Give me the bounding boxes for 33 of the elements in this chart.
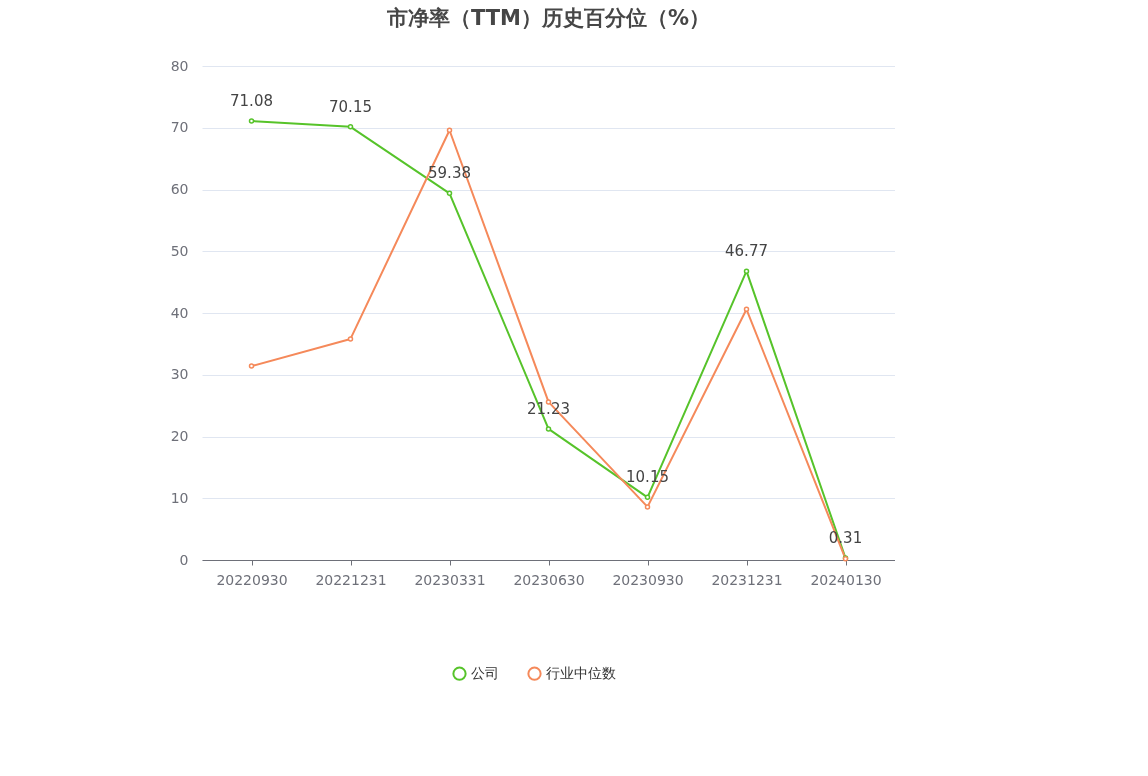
x-tick-label: 20220930 — [216, 571, 288, 588]
y-tick-label: 80 — [170, 57, 189, 74]
data-label: 71.08 — [230, 92, 273, 111]
legend-label: 公司 — [471, 664, 499, 681]
point — [347, 124, 354, 130]
x-tick-label: 20221231 — [315, 571, 387, 588]
point — [644, 504, 651, 510]
point — [644, 494, 651, 501]
y-tick-label: 0 — [179, 551, 189, 568]
y-tick-label: 40 — [170, 304, 189, 321]
x-tick-label: 20230930 — [612, 571, 684, 588]
y-tick-label: 50 — [170, 242, 189, 259]
x-tick-label: 20230331 — [414, 571, 486, 588]
point — [743, 268, 750, 274]
y-tick-label: 20 — [170, 428, 189, 444]
point — [545, 426, 552, 432]
point — [347, 336, 354, 342]
chart-title: 市净率（TTM）历史百分位（%） — [385, 6, 711, 30]
data-label: 46.77 — [725, 242, 768, 261]
y-tick-label: 70 — [170, 119, 189, 136]
point — [248, 363, 255, 369]
x-tick-label: 20240130 — [810, 571, 882, 588]
x-tick-label: 20230630 — [513, 571, 585, 588]
legend-label: 行业中位数 — [546, 664, 616, 681]
y-tick-label: 30 — [170, 366, 189, 383]
x-tick-label: 20231231 — [711, 571, 783, 588]
point — [446, 127, 453, 133]
point — [446, 190, 453, 197]
y-tick-label: 60 — [170, 181, 189, 197]
y-tick-label: 10 — [170, 489, 189, 506]
data-label: 70.15 — [329, 97, 372, 116]
point — [743, 306, 750, 313]
point — [248, 118, 255, 124]
